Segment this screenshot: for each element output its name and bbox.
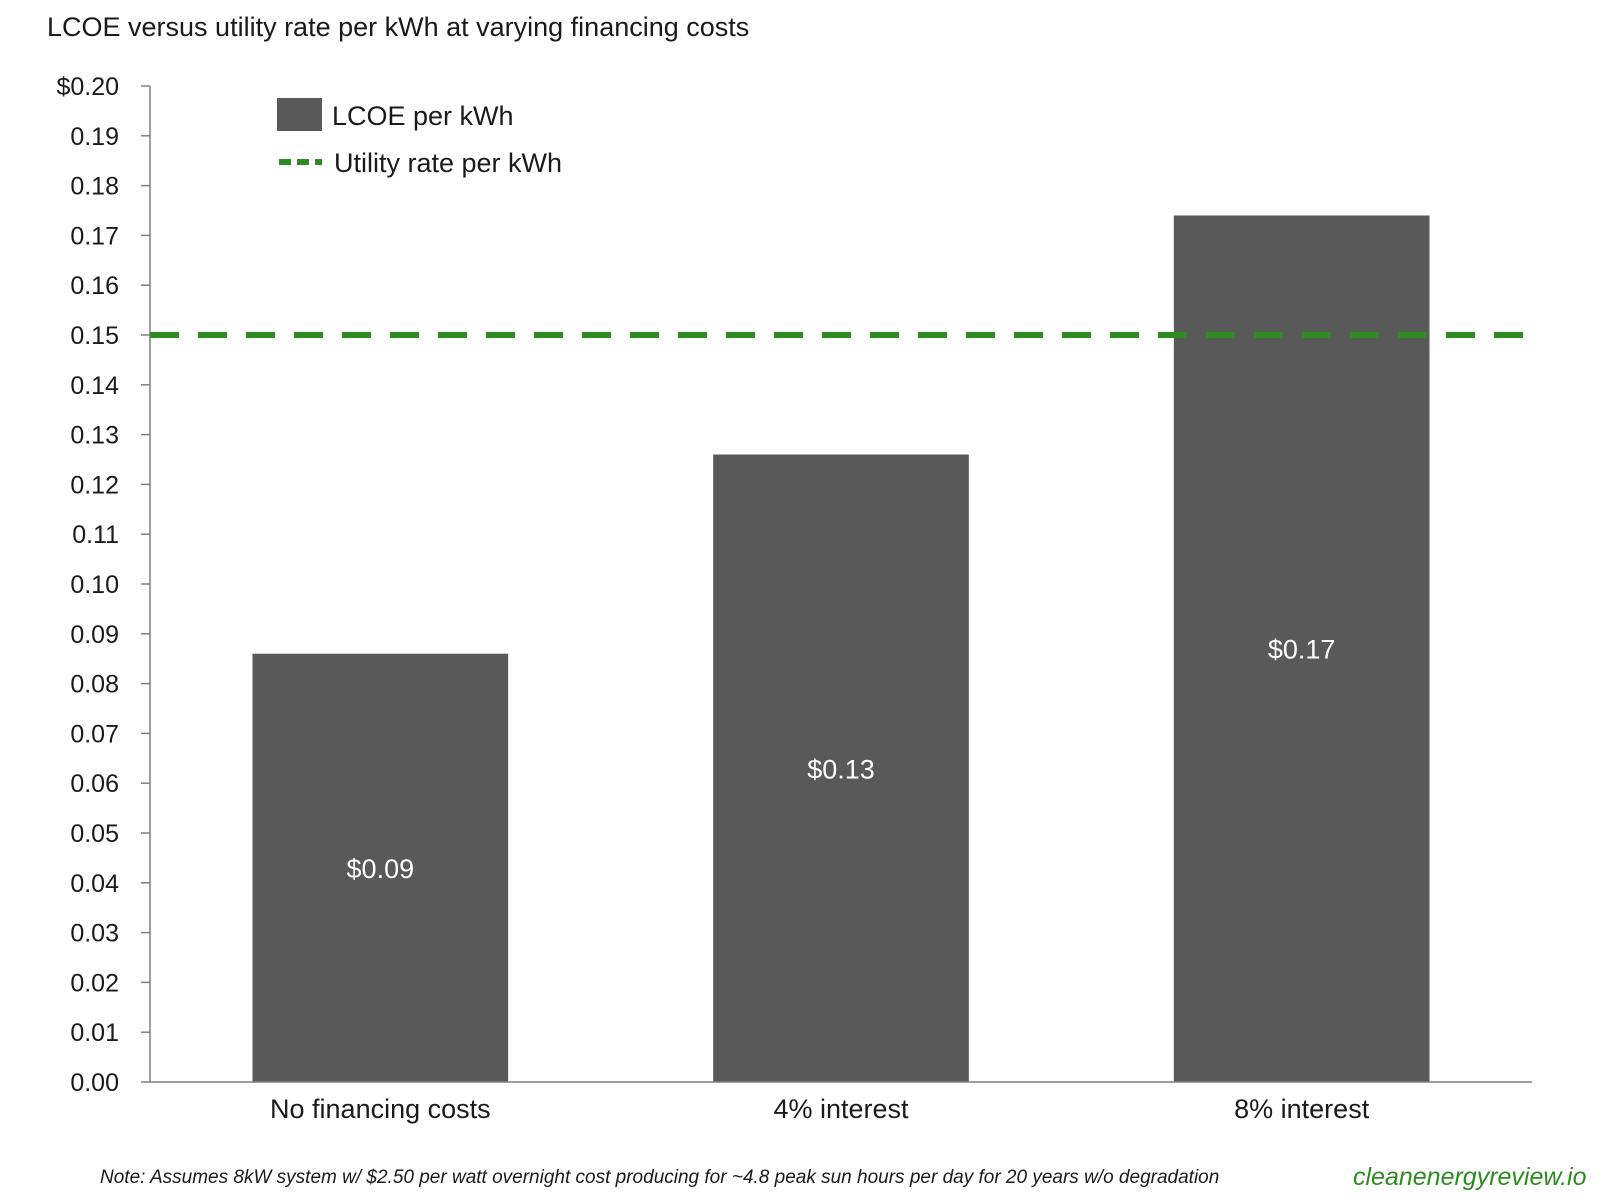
bar-1	[252, 653, 509, 1082]
bar-2	[713, 454, 969, 1082]
x-tick-label: 4% interest	[773, 1094, 909, 1124]
y-tick-label: 0.07	[70, 720, 119, 748]
chart-title: LCOE versus utility rate per kWh at vary…	[47, 12, 749, 42]
y-tick-label: 0.03	[70, 920, 119, 948]
y-tick-label: 0.02	[70, 969, 119, 997]
y-tick-label: 0.00	[70, 1069, 119, 1097]
y-tick-label: 0.01	[70, 1019, 119, 1047]
legend-swatch-lcoe	[277, 98, 322, 131]
x-axis: No financing costs 4% interest 8% interest	[150, 1081, 1532, 1124]
bar-value-label: $0.13	[807, 754, 875, 784]
data-labels: $0.09 $0.13 $0.17	[347, 635, 1336, 884]
x-tick-label: No financing costs	[270, 1094, 491, 1124]
source-credit: cleanenergyreview.io	[1353, 1163, 1587, 1191]
y-tick-label: 0.16	[70, 272, 119, 300]
y-tick-label: 0.14	[70, 372, 119, 400]
footnote: Note: Assumes 8kW system w/ $2.50 per wa…	[100, 1167, 1219, 1188]
y-tick-label: 0.19	[70, 123, 119, 151]
bar-value-label: $0.09	[347, 854, 415, 884]
y-tick-label: 0.11	[72, 521, 119, 549]
legend-label-lcoe: LCOE per kWh	[332, 101, 514, 131]
legend: LCOE per kWh Utility rate per kWh	[277, 98, 562, 178]
y-tick-label: 0.04	[70, 870, 119, 898]
y-tick-label: 0.08	[70, 671, 119, 699]
bar-value-label: $0.17	[1268, 635, 1336, 665]
bars	[252, 215, 1430, 1083]
bar-3	[1173, 215, 1430, 1083]
y-tick-label: 0.17	[70, 222, 119, 250]
y-tick-label: 0.06	[70, 770, 119, 798]
y-axis: 0.00 0.01 0.02 0.03 0.04 0.05 0.06 0.07 0.08 0.09…	[56, 73, 151, 1097]
y-tick-label: 0.10	[70, 571, 119, 599]
x-tick-label: 8% interest	[1234, 1094, 1370, 1124]
y-tick-label: $0.20	[56, 73, 119, 101]
legend-label-utility: Utility rate per kWh	[334, 148, 562, 178]
y-tick-label: 0.05	[70, 820, 119, 848]
y-tick-label: 0.12	[70, 471, 119, 499]
y-tick-label: 0.18	[70, 173, 119, 201]
y-tick-label: 0.09	[70, 621, 119, 649]
y-tick-label: 0.15	[70, 322, 119, 350]
y-tick-label: 0.13	[70, 422, 119, 450]
